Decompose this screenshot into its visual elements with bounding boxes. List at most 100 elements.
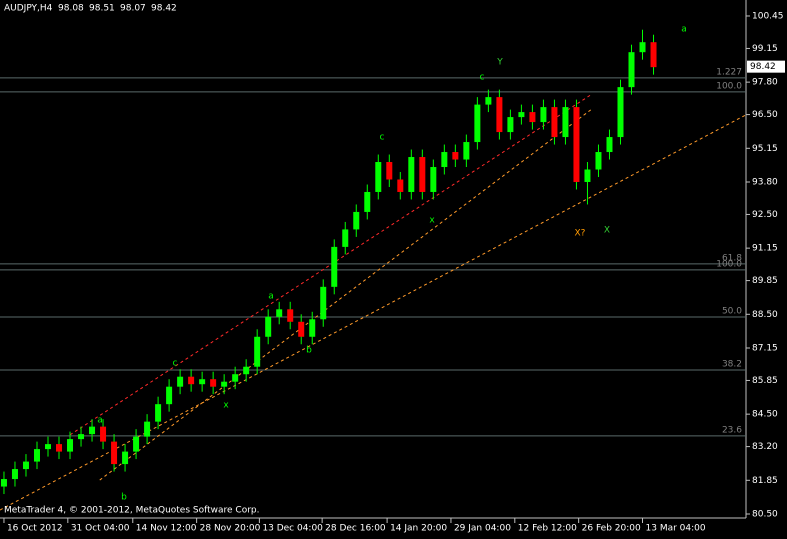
last-price-box — [747, 60, 785, 73]
candle-body — [562, 107, 569, 138]
candle-body — [617, 87, 624, 138]
candle-body — [584, 169, 591, 182]
candle-body — [78, 434, 85, 440]
y-tick-label: 83.20 — [752, 442, 778, 452]
candle-body — [485, 97, 492, 105]
x-tick-label: 16 Oct 2012 — [7, 524, 63, 534]
candle-body — [100, 426, 107, 442]
candle-body — [331, 246, 338, 287]
candle-body — [276, 309, 283, 317]
candle-body — [122, 451, 129, 465]
wave-label: b — [121, 493, 127, 503]
trend-line — [0, 114, 747, 511]
candle-body — [56, 444, 63, 452]
y-tick-label: 93.80 — [752, 177, 778, 187]
candle-body — [265, 316, 272, 337]
candle-body — [199, 379, 206, 385]
wave-label: x — [429, 216, 435, 226]
x-tick-label: 26 Feb 20:00 — [582, 524, 641, 534]
x-tick-label: 12 Feb 12:00 — [518, 524, 577, 534]
fib-level-label: 50.0 — [722, 307, 742, 317]
wave-label: a — [681, 25, 687, 35]
candle-body — [551, 107, 558, 138]
y-tick-label: 85.85 — [752, 376, 778, 386]
wave-label: b — [306, 346, 312, 356]
wave-label: X — [604, 226, 610, 236]
candle-body — [375, 162, 382, 192]
fib-level-label: 1.227 — [716, 67, 742, 77]
footer: MetaTrader 4, © 2001-2012, MetaQuotes So… — [4, 506, 260, 516]
trend-line — [99, 109, 592, 481]
candle-body — [507, 117, 514, 133]
x-tick-label: 28 Dec 16:00 — [325, 524, 386, 534]
candle-body — [353, 211, 360, 230]
y-tick-label: 81.85 — [752, 476, 778, 486]
y-tick-label: 95.15 — [752, 144, 778, 154]
candle-body — [221, 381, 228, 387]
candle-body — [452, 152, 459, 160]
header-value: 98.07 — [120, 4, 146, 14]
candle-body — [639, 42, 646, 53]
last-price: 98.42 — [750, 62, 776, 72]
y-tick-label: 97.80 — [752, 78, 778, 88]
wave-label: a — [97, 416, 103, 426]
candle-body — [606, 137, 613, 153]
x-tick-label: 28 Nov 20:00 — [200, 524, 261, 534]
fib-level-label: 38.2 — [722, 359, 742, 369]
candle-body — [33, 449, 40, 462]
candle-body — [287, 309, 294, 322]
candle-body — [243, 366, 250, 375]
candle-body — [254, 336, 261, 367]
wave-label: c — [380, 133, 385, 143]
candle-body — [386, 162, 393, 180]
candle-body — [67, 439, 74, 452]
x-tick-label: 29 Jan 04:00 — [454, 524, 511, 534]
candle-body — [397, 179, 404, 192]
candle-body — [540, 107, 547, 123]
candle-body — [320, 286, 327, 320]
wave-label: X? — [575, 229, 586, 239]
candle-body — [232, 374, 239, 382]
candle-body — [210, 379, 217, 387]
wave-label: Y — [496, 58, 503, 68]
header-value: 98.51 — [89, 4, 115, 14]
candle-body — [496, 97, 503, 133]
candle-body — [408, 157, 415, 192]
wave-label: c — [173, 359, 178, 369]
wave-label: x — [223, 401, 229, 411]
candle-body — [529, 112, 536, 123]
y-tick-label: 99.15 — [752, 44, 778, 54]
y-tick-label: 91.15 — [752, 244, 778, 254]
x-tick-label: 14 Nov 12:00 — [136, 524, 197, 534]
trend-line — [69, 94, 592, 436]
fib-level-label: 100.0 — [716, 81, 742, 91]
candle-body — [441, 152, 448, 168]
candle-body — [595, 152, 602, 170]
candle-body — [474, 104, 481, 143]
candle-body — [144, 421, 151, 437]
candle-body — [364, 191, 371, 212]
y-tick-label: 89.85 — [752, 276, 778, 286]
candle-body — [133, 436, 140, 452]
candle-body — [89, 426, 96, 435]
header-value: 98.08 — [58, 4, 84, 14]
symbol: AUDJPY,H4 — [4, 4, 53, 14]
y-tick-label: 96.50 — [752, 110, 778, 120]
y-tick-label: 88.50 — [752, 310, 778, 320]
candle-body — [188, 376, 195, 385]
candle-body — [419, 157, 426, 192]
y-tick-label: 92.50 — [752, 210, 778, 220]
fib-level-label: 61.8 — [722, 253, 742, 263]
x-tick-label: 14 Jan 20:00 — [390, 524, 447, 534]
candle-body — [298, 321, 305, 337]
x-tick-label: 13 Mar 04:00 — [646, 524, 706, 534]
header-value: 98.42 — [151, 4, 177, 14]
y-tick-label: 80.50 — [752, 510, 778, 520]
candle-body — [166, 386, 173, 405]
candle-body — [573, 107, 580, 182]
y-tick-label: 87.15 — [752, 343, 778, 353]
candle-body — [342, 229, 349, 247]
candle-body — [628, 52, 635, 88]
candle-body — [45, 444, 52, 450]
